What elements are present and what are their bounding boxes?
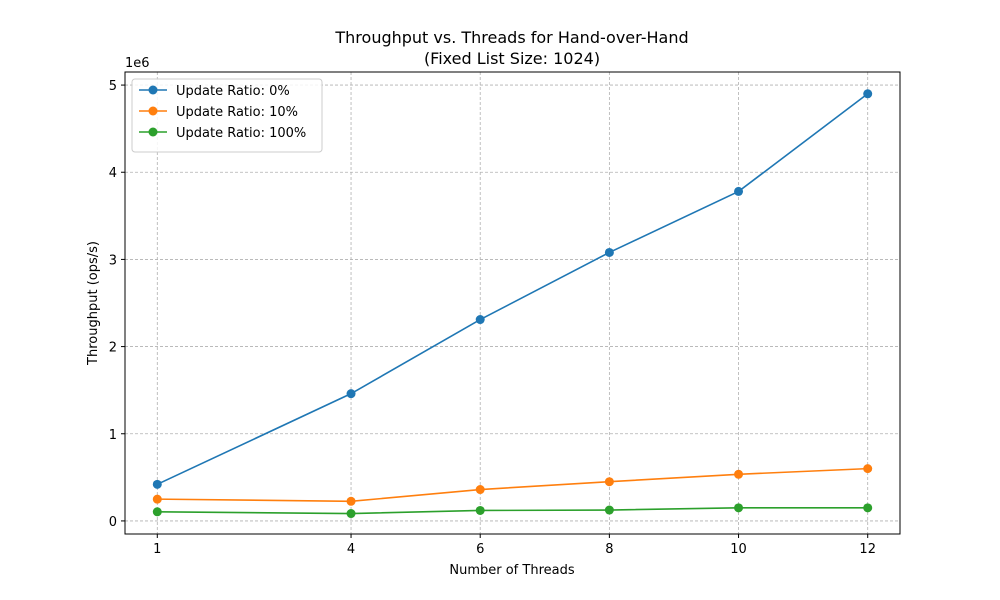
y-axis-label: Throughput (ops/s) <box>86 241 101 366</box>
legend-marker <box>148 106 158 116</box>
data-point <box>152 507 162 517</box>
data-point <box>734 186 744 196</box>
data-point <box>604 505 614 515</box>
data-point <box>346 389 356 399</box>
chart-subtitle: (Fixed List Size: 1024) <box>424 49 600 68</box>
x-tick-label: 4 <box>347 542 355 557</box>
legend-label: Update Ratio: 10% <box>176 105 298 120</box>
data-point <box>475 485 485 495</box>
data-point <box>734 503 744 513</box>
data-point <box>734 469 744 479</box>
grid-lines <box>125 72 900 534</box>
legend: Update Ratio: 0% Update Ratio: 10% Update … <box>131 78 323 153</box>
data-point <box>604 247 614 257</box>
data-point <box>863 89 873 99</box>
y-tick-label: 2 <box>109 341 117 356</box>
y-tick-label: 0 <box>109 515 117 530</box>
y-offset-label: 1e6 <box>125 56 150 71</box>
legend-box <box>131 78 323 153</box>
data-point <box>863 464 873 474</box>
legend-marker <box>148 127 158 137</box>
legend-label: Update Ratio: 100% <box>176 126 306 141</box>
legend-marker <box>148 85 158 95</box>
legend-label: Update Ratio: 0% <box>176 84 290 99</box>
chart-title: Throughput vs. Threads for Hand-over-Han… <box>334 28 688 47</box>
series-line <box>157 507 868 515</box>
series-line <box>156 93 869 486</box>
data-point <box>475 315 485 325</box>
x-tick-label: 8 <box>605 542 613 557</box>
y-tick-label: 5 <box>109 79 117 94</box>
data-point <box>346 496 356 506</box>
y-tick-label: 1 <box>109 428 117 443</box>
data-point <box>152 479 162 489</box>
data-point <box>863 503 873 513</box>
series-layer <box>152 89 873 519</box>
y-tick-label: 4 <box>109 166 117 181</box>
x-tick-label: 10 <box>730 542 747 557</box>
data-point <box>346 509 356 519</box>
x-tick-label: 12 <box>859 542 876 557</box>
data-point <box>475 505 485 515</box>
x-axis-label: Number of Threads <box>449 563 574 578</box>
series-line <box>157 467 868 503</box>
x-tick-label: 1 <box>153 542 161 557</box>
y-tick-label: 3 <box>109 253 117 268</box>
plot-frame <box>124 71 901 535</box>
data-point <box>604 477 614 487</box>
data-point <box>152 494 162 504</box>
x-tick-label: 6 <box>476 542 484 557</box>
